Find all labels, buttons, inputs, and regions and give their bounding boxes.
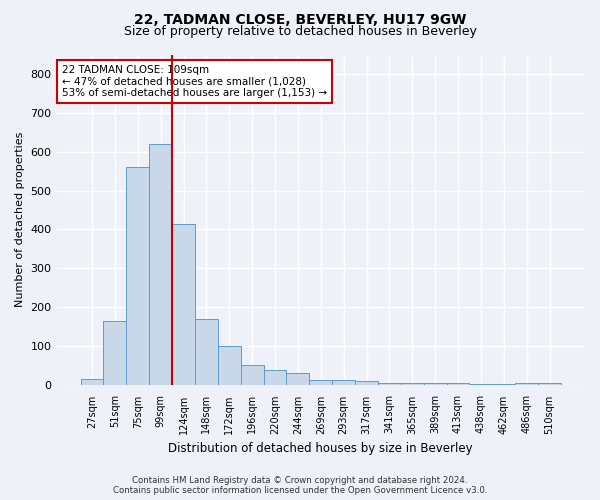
- Bar: [172, 224, 195, 384]
- Bar: [355, 382, 378, 384]
- Text: Contains HM Land Registry data © Crown copyright and database right 2024.
Contai: Contains HM Land Registry data © Crown c…: [113, 476, 487, 495]
- Bar: [241, 365, 263, 384]
- Bar: [286, 373, 310, 384]
- Text: Size of property relative to detached houses in Beverley: Size of property relative to detached ho…: [124, 25, 476, 38]
- Bar: [195, 318, 218, 384]
- X-axis label: Distribution of detached houses by size in Beverley: Distribution of detached houses by size …: [169, 442, 473, 455]
- Y-axis label: Number of detached properties: Number of detached properties: [15, 132, 25, 308]
- Bar: [218, 346, 241, 385]
- Bar: [149, 144, 172, 384]
- Bar: [263, 370, 286, 384]
- Bar: [378, 382, 401, 384]
- Bar: [103, 320, 127, 384]
- Bar: [127, 168, 149, 384]
- Bar: [538, 382, 561, 384]
- Text: 22 TADMAN CLOSE: 109sqm
← 47% of detached houses are smaller (1,028)
53% of semi: 22 TADMAN CLOSE: 109sqm ← 47% of detache…: [62, 65, 327, 98]
- Bar: [80, 379, 103, 384]
- Bar: [515, 382, 538, 384]
- Bar: [401, 382, 424, 384]
- Bar: [424, 382, 446, 384]
- Bar: [332, 380, 355, 384]
- Text: 22, TADMAN CLOSE, BEVERLEY, HU17 9GW: 22, TADMAN CLOSE, BEVERLEY, HU17 9GW: [134, 12, 466, 26]
- Bar: [446, 382, 469, 384]
- Bar: [310, 380, 332, 384]
